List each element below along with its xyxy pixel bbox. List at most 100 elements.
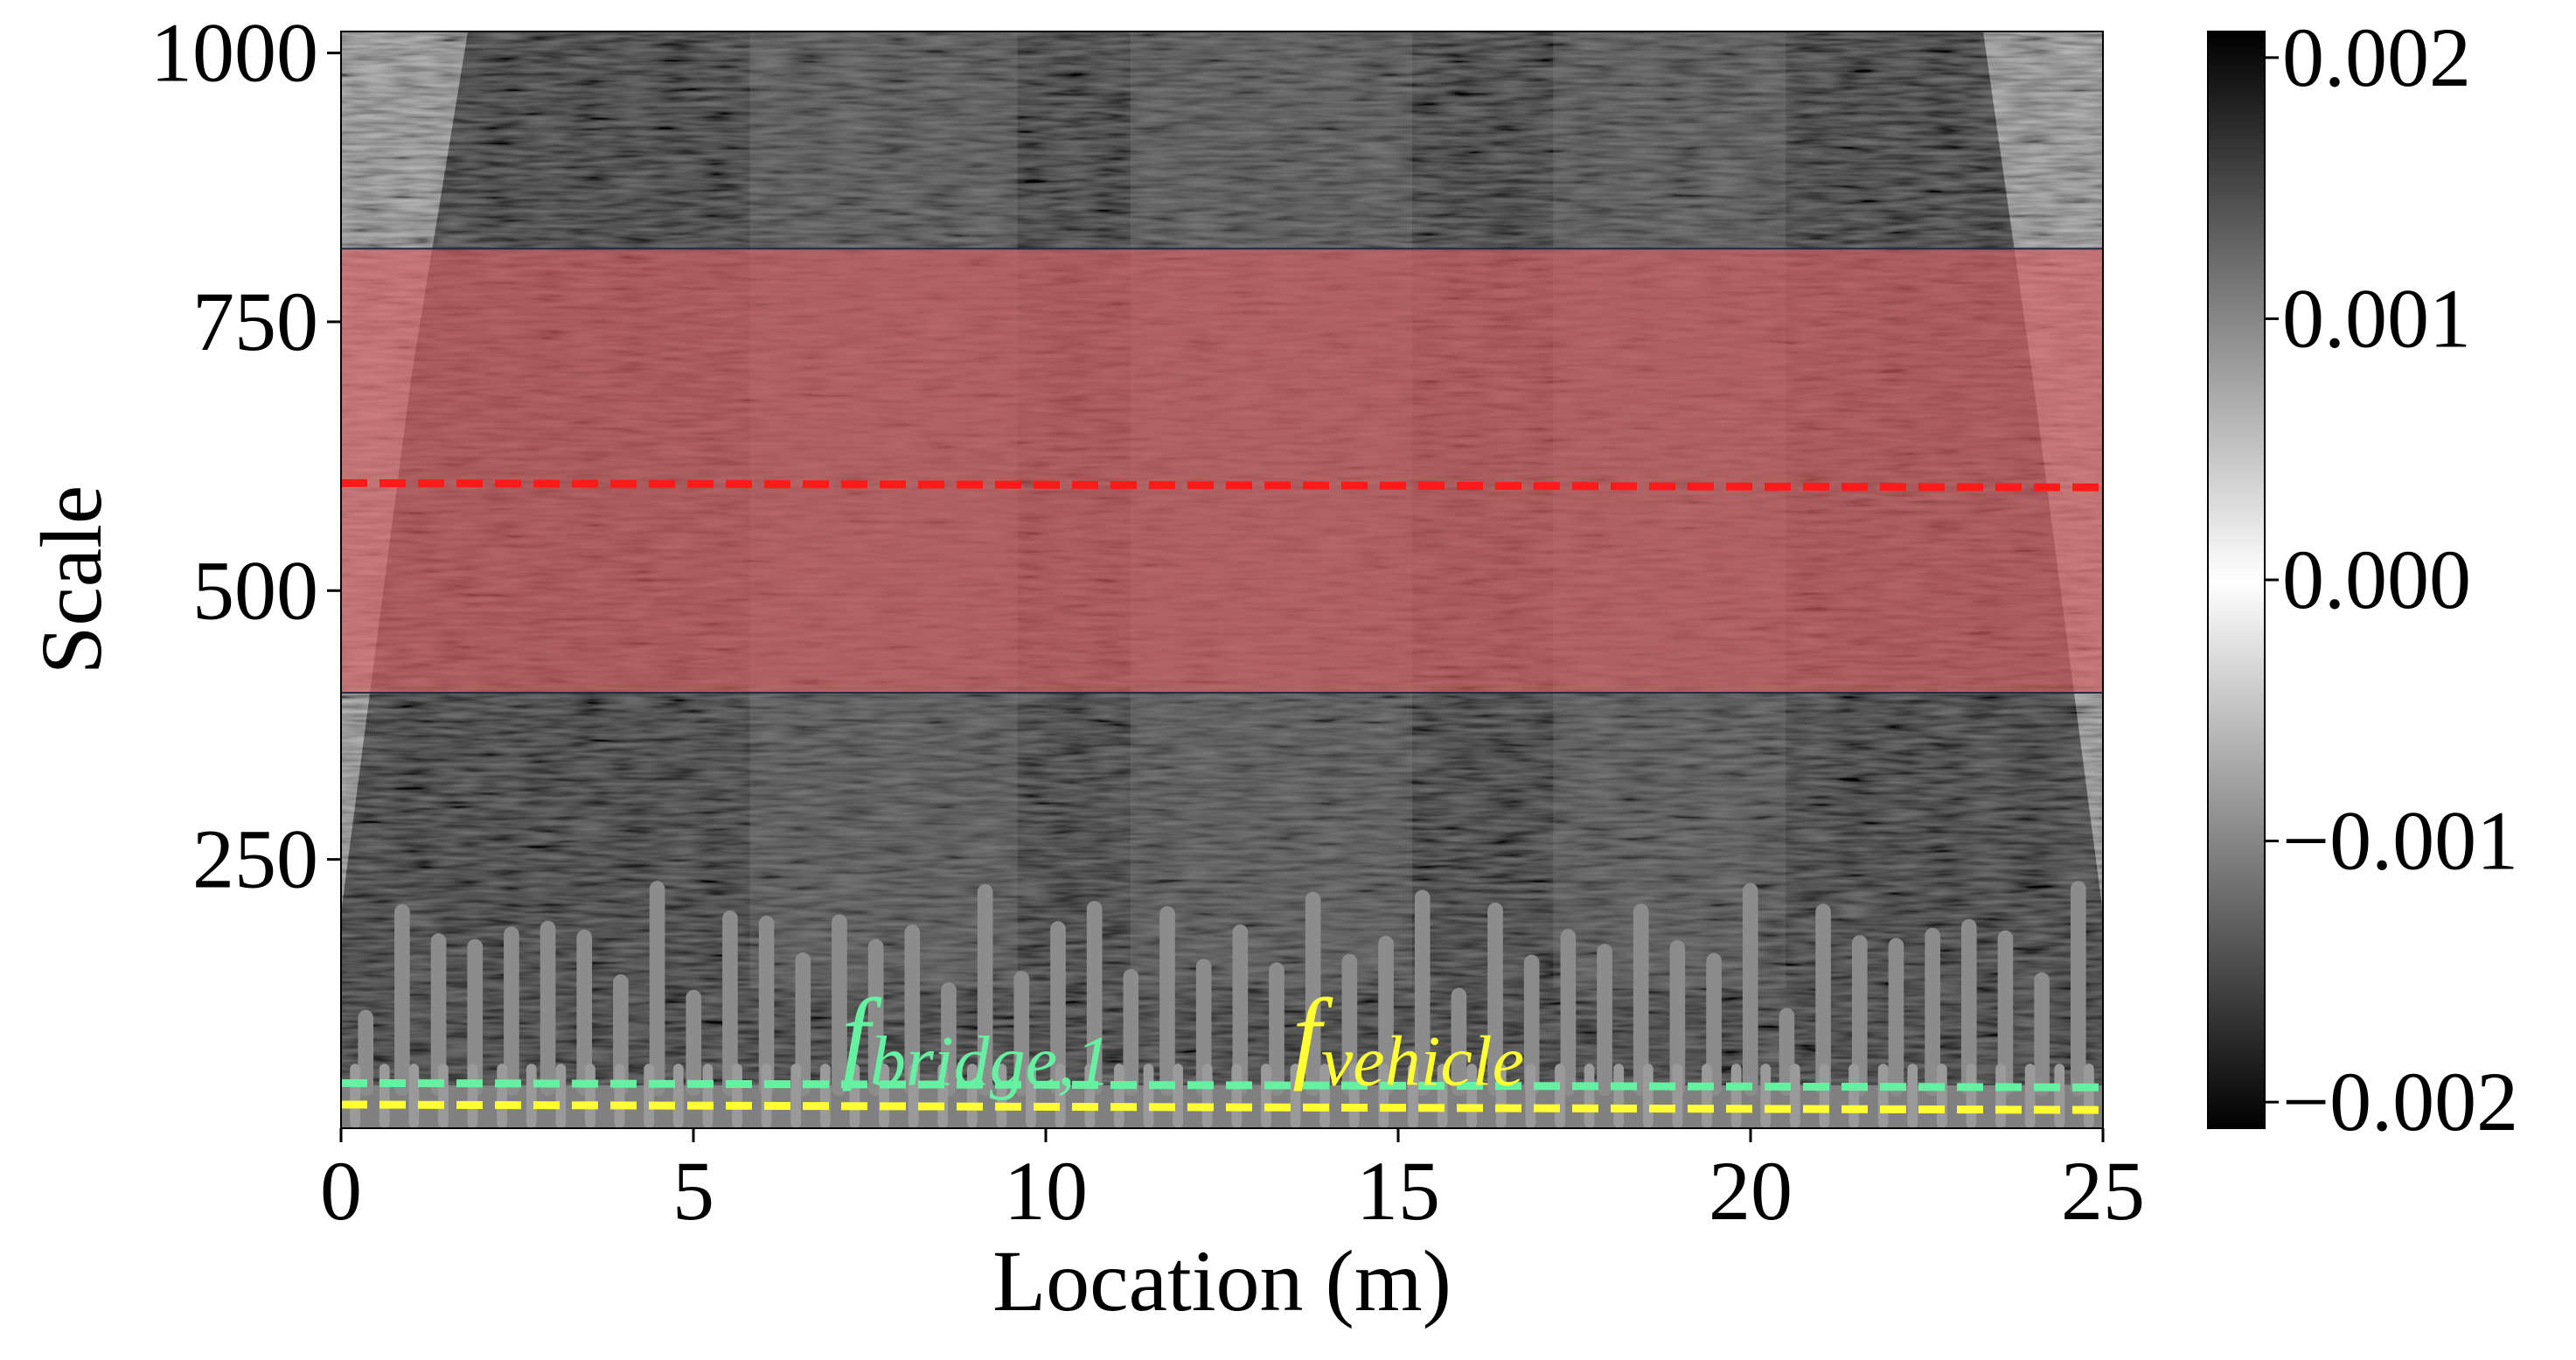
heatmap-finger-small [702, 1064, 714, 1128]
x-tick-label: 20 [1709, 1144, 1793, 1238]
heatmap-finger-small [1877, 1064, 1889, 1128]
heatmap-finger-small [438, 1064, 449, 1128]
heatmap-finger [1597, 944, 1612, 1097]
heatmap-finger-small [2054, 1064, 2065, 1128]
heatmap-finger-small [879, 1064, 889, 1128]
colorbar-tick-label: −0.002 [2282, 1055, 2518, 1148]
plot-border [340, 31, 2104, 1129]
heatmap-finger-small [1143, 1064, 1154, 1128]
heatmap-finger-small [526, 1064, 537, 1128]
y-tick-label: 1000 [150, 6, 318, 100]
heatmap-finger [540, 920, 556, 1097]
heatmap-finger-small [555, 1064, 567, 1128]
heatmap-finger-small [1437, 1064, 1448, 1128]
heatmap-finger-small [1319, 1064, 1330, 1128]
heatmap-finger-small [1495, 1064, 1507, 1128]
heatmap-finger-small [1261, 1064, 1271, 1128]
heatmap-finger-small [790, 1064, 802, 1128]
heatmap-finger-small [1055, 1064, 1066, 1128]
heatmap-finger-small [644, 1064, 655, 1128]
heatmap-finger-small [1201, 1064, 1213, 1128]
heatmap-finger-small [1613, 1064, 1625, 1128]
heatmap-finger [1560, 929, 1577, 1097]
heatmap-finger [467, 938, 484, 1097]
heatmap-finger-small [849, 1064, 860, 1128]
heatmap-finger [1742, 882, 1758, 1097]
reference-line-bridge [341, 1078, 2103, 1091]
heatmap-finger [1341, 953, 1358, 1097]
x-tick-label: 25 [2061, 1144, 2145, 1238]
heatmap-finger-small [1466, 1064, 1478, 1128]
heatmap-finger [758, 916, 775, 1097]
heatmap-finger [1305, 891, 1321, 1097]
heatmap-finger-small [614, 1064, 625, 1128]
annotation-subscript: vehicle [1321, 1021, 1524, 1100]
y-tick-label: 750 [192, 275, 318, 368]
x-axis: 0 5 10 15 20 25 [320, 1128, 2145, 1238]
heatmap-finger [1050, 921, 1066, 1097]
y-tick-label: 500 [192, 543, 318, 637]
heatmap-finger [1960, 918, 1977, 1097]
heatmap-finger-small [1907, 1064, 1918, 1128]
heatmap-finger [1123, 968, 1139, 1097]
x-tick-label: 15 [1356, 1144, 1440, 1238]
x-axis-label: Location (m) [992, 1232, 1452, 1329]
plot-frame [340, 31, 2104, 1129]
heatmap-finger-small [2084, 1064, 2094, 1128]
heatmap-finger-small [1995, 1064, 2006, 1128]
heatmap-finger-small [1378, 1064, 1389, 1128]
heatmap-finger [1815, 903, 1831, 1097]
colorbar-tick-label: 0.002 [2282, 10, 2471, 104]
heatmap-finger-small [1026, 1064, 1036, 1128]
heatmap-finger-small [408, 1064, 420, 1128]
heatmap-finger-small [1173, 1064, 1183, 1128]
heatmap-finger-small [1114, 1064, 1124, 1128]
heatmap-finger-small [761, 1064, 772, 1128]
heatmap-finger-small [497, 1064, 508, 1128]
heatmap-finger-small [937, 1064, 949, 1128]
heatmap-finger-small [1584, 1064, 1595, 1128]
colorbar-tick-label: 0.001 [2282, 271, 2471, 365]
heatmap-finger-small [1084, 1064, 1096, 1128]
heatmap-finger-small [1525, 1064, 1536, 1128]
heatmap-finger [832, 914, 847, 1097]
reference-line-vehicle [341, 1100, 2103, 1114]
y-tick-label: 250 [192, 813, 318, 906]
heatmap-finger-small [585, 1064, 595, 1128]
highlight-band [341, 248, 2103, 694]
heatmap-finger [1378, 935, 1394, 1097]
heatmap-finger-small [1555, 1064, 1565, 1128]
heatmap-finger-small [1936, 1064, 1947, 1128]
heatmap-finger-small [1730, 1064, 1742, 1128]
heatmap-finger-small [732, 1064, 742, 1128]
heatmap-finger-small [1348, 1064, 1360, 1128]
heatmap-finger-small [467, 1064, 478, 1128]
heatmap-finger [1414, 889, 1431, 1097]
annotation-subscript: bridge,1 [870, 1021, 1111, 1100]
heatmap-finger-small [1760, 1064, 1772, 1128]
heatmap-finger [1706, 952, 1722, 1097]
heatmap-finger-small [1231, 1064, 1243, 1128]
heatmap-finger-small [1672, 1064, 1683, 1128]
heatmap-finger [686, 989, 702, 1097]
heatmap-finger [2034, 972, 2050, 1097]
heatmap-finger [1669, 940, 1686, 1097]
heatmap-finger [1997, 930, 2014, 1097]
heatmap-finger-small [1290, 1064, 1301, 1128]
heatmap-finger [1013, 970, 1030, 1097]
heatmap-finger [1851, 935, 1868, 1097]
x-tick-label: 0 [320, 1144, 362, 1238]
heatmap-finger [2070, 881, 2086, 1097]
colorbar-tick-label: 0.000 [2282, 533, 2471, 626]
x-tick-label: 5 [672, 1144, 714, 1238]
heatmap-finger [394, 903, 410, 1097]
heatmap-finger [1633, 903, 1649, 1097]
heatmap-finger [430, 933, 447, 1097]
colorbar-tick-label: −0.001 [2282, 794, 2518, 888]
colorbar-gradient [2208, 31, 2265, 1128]
heatmap-finger [867, 938, 884, 1097]
x-tick-label: 10 [1004, 1144, 1088, 1238]
heatmap-finger [977, 883, 993, 1097]
